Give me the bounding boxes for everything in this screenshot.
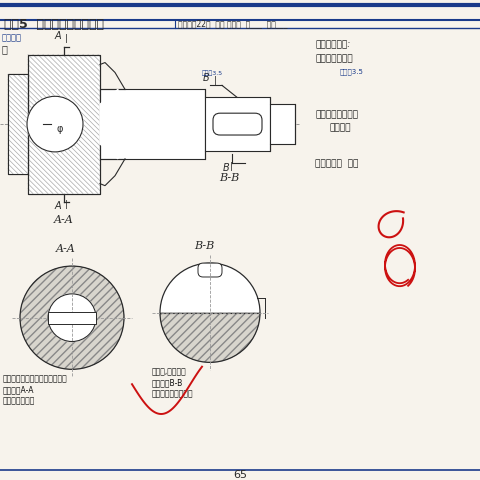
Bar [8,74,28,174]
Text: 局部气氛像  已阅: 局部气氛像 已阅 [315,160,359,169]
Text: 实线绘制: 实线绘制 [330,123,351,132]
Text: |: | [65,34,68,43]
Bar [28,55,100,193]
Wedge shape [160,313,260,362]
Text: 移出断面图外轮廓不在轮廓线上: 移出断面图外轮廓不在轮廓线上 [3,374,68,383]
Text: 作断面图: 作断面图 [2,34,22,43]
Text: 外轮廓,外边线上: 外轮廓,外边线上 [152,367,187,376]
Circle shape [48,294,96,342]
Text: |: | [230,162,233,171]
Circle shape [160,263,260,362]
Text: 外轮廓需要标注箭头: 外轮廓需要标注箭头 [152,389,193,398]
Text: 项目5  图样的基本表达方法: 项目5 图样的基本表达方法 [4,18,104,31]
Text: 键槽深3.5: 键槽深3.5 [340,69,364,75]
Polygon shape [100,89,118,159]
Bar [28,55,100,193]
Text: B-B: B-B [219,173,239,183]
Text: A-A: A-A [56,244,76,254]
Text: A: A [54,31,61,41]
Bar [8,74,28,174]
Text: B: B [223,163,230,173]
Text: 需要标注B-B: 需要标注B-B [152,378,183,387]
Text: 键槽深3.5: 键槽深3.5 [202,71,223,76]
Text: 断面图的特性:: 断面图的特性: [315,41,350,49]
Text: B: B [202,73,209,84]
Text: 需要标注A-A: 需要标注A-A [3,385,35,394]
Wedge shape [20,266,124,369]
Text: A: A [54,202,61,212]
Text: 对称不用有箭头: 对称不用有箭头 [3,396,36,405]
Text: 65: 65 [233,469,247,480]
Circle shape [27,96,83,152]
Bar [8,74,28,174]
Text: 美: 美 [2,44,8,54]
Text: B-B: B-B [194,241,214,251]
Text: 班级高数22班  姓名 钟露露  号___  成绩___: 班级高数22班 姓名 钟露露 号___ 成绩___ [178,19,288,28]
Bar [48,312,96,324]
Text: |: | [65,201,68,209]
Text: φ: φ [57,124,63,134]
Text: |: | [214,76,217,85]
Bar [205,97,270,151]
FancyBboxPatch shape [198,263,222,277]
Bar [270,104,295,144]
Text: 重合断面：画在视: 重合断面：画在视 [315,110,358,119]
Text: A-A: A-A [54,216,74,226]
Text: 移出断面：题较: 移出断面：题较 [315,55,353,63]
Circle shape [20,266,124,369]
Bar [100,89,205,159]
FancyBboxPatch shape [213,113,262,135]
